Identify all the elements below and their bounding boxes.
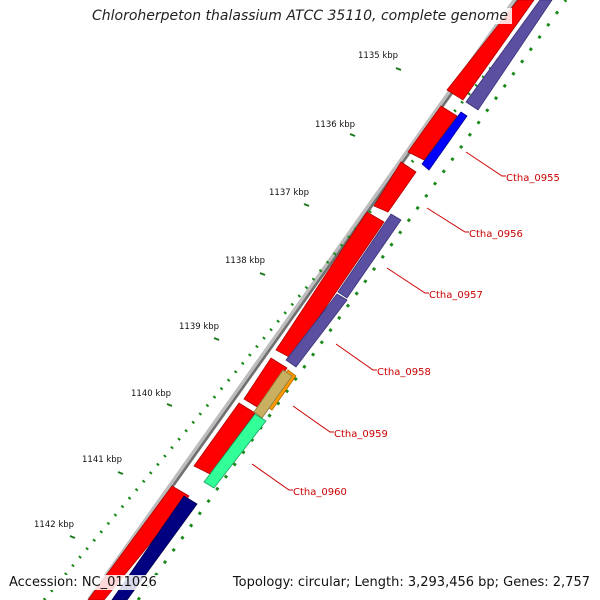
gene-label[interactable]: Ctha_0959 xyxy=(334,429,388,440)
kbp-tick-label: 1136 kbp xyxy=(315,120,355,130)
forward-cds xyxy=(87,485,190,600)
kbp-tick-label: 1137 kbp xyxy=(269,188,309,198)
gene-label-leader xyxy=(465,151,506,177)
forward-cds xyxy=(446,0,535,101)
gene-label[interactable]: Ctha_0956 xyxy=(469,229,523,240)
reverse-strand-track xyxy=(111,0,553,600)
kbp-tick-mark xyxy=(213,337,220,341)
reverse-cds xyxy=(465,0,553,111)
gene-label-leader xyxy=(426,207,469,233)
gene-label-group: Ctha_0955 Ctha_0956 Ctha_0957 Ctha_0958 Ctha… xyxy=(251,151,560,498)
gene-label-leader xyxy=(335,343,377,371)
forward-cds xyxy=(243,357,288,409)
gene-label[interactable]: Ctha_0955 xyxy=(506,173,560,184)
forward-cds xyxy=(373,161,417,213)
cds-tan xyxy=(253,369,293,419)
reverse-cds xyxy=(285,293,348,368)
reverse-cds-navy xyxy=(111,495,198,600)
kbp-tick-group: 1135 kbp 1136 kbp 1137 kbp 1138 kbp 1139 kbp… xyxy=(34,51,402,539)
kbp-tick-mark xyxy=(117,471,124,475)
reverse-cds-highlight xyxy=(421,111,468,171)
kbp-tick-mark xyxy=(349,133,356,137)
kbp-tick-label: 1139 kbp xyxy=(179,322,219,332)
kbp-tick-label: 1135 kbp xyxy=(358,51,398,61)
backbone-outer xyxy=(87,0,519,600)
kbp-tick-mark xyxy=(166,403,173,407)
map-title: Chloroherpeton thalassium ATCC 35110, co… xyxy=(0,8,600,24)
gene-label-leader xyxy=(292,405,334,433)
kbp-tick-mark xyxy=(259,272,266,276)
forward-cds xyxy=(275,211,385,359)
summary-label: Topology: circular; Length: 3,293,456 bp… xyxy=(230,575,592,590)
gene-label[interactable]: Ctha_0957 xyxy=(429,290,483,301)
forward-cds xyxy=(407,105,458,161)
kbp-tick-label: 1142 kbp xyxy=(34,520,74,530)
gene-label-leader xyxy=(251,463,293,491)
cds-green xyxy=(203,413,267,489)
reverse-cds xyxy=(337,213,402,299)
kbp-tick-label: 1140 kbp xyxy=(131,389,171,399)
kbp-tick-mark xyxy=(395,67,402,71)
kbp-tick-label: 1138 kbp xyxy=(225,256,265,266)
kbp-tick-mark xyxy=(69,535,76,539)
gene-label[interactable]: Ctha_0960 xyxy=(293,487,347,498)
kbp-tick-mark xyxy=(303,203,310,207)
gene-label-leader xyxy=(386,267,429,294)
kbp-tick-label: 1141 kbp xyxy=(82,455,122,465)
accession-label: Accession: NC_011026 xyxy=(7,575,159,590)
forward-strand-track xyxy=(87,0,535,600)
gene-label[interactable]: Ctha_0958 xyxy=(377,367,431,378)
inner-tick-ring xyxy=(136,0,568,600)
